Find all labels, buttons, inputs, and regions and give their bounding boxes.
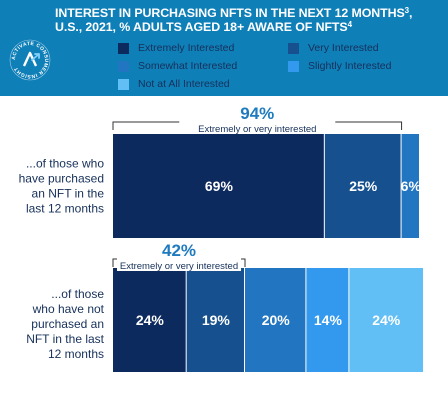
category-label: have purchased — [19, 172, 104, 186]
legend-item-not-at-all-interested: Not at All Interested — [118, 76, 230, 92]
annotation-background — [179, 104, 336, 134]
legend-item-extremely-interested: Extremely Interested — [118, 40, 234, 56]
legend-label: Not at All Interested — [138, 78, 230, 90]
legend-swatch — [118, 78, 129, 90]
svg-text:ACTIVATE CONSUMER INSIGHT: ACTIVATE CONSUMER INSIGHT — [11, 41, 49, 79]
category-label: who have not — [32, 302, 105, 316]
category-label: ...of those who — [26, 157, 104, 171]
legend-label: Slightly Interested — [308, 60, 392, 72]
category-label: an NFT in the — [32, 187, 105, 201]
bar-segment-extremely-interested — [113, 268, 186, 372]
bar-segment-extremely-interested — [113, 134, 324, 238]
legend-label: Extremely Interested — [138, 42, 235, 54]
annotation-value: 42% — [162, 241, 196, 260]
annotation-background — [117, 241, 242, 271]
category-label: purchased an — [31, 317, 104, 331]
category-label: 12 months — [48, 347, 104, 361]
bar-segment-very-interested — [324, 134, 401, 238]
data-label: 14% — [314, 312, 343, 328]
data-label: 24% — [372, 312, 401, 328]
chart-title: INTEREST IN PURCHASING NFTS IN THE NEXT … — [55, 6, 413, 34]
data-label: 19% — [202, 312, 231, 328]
annotation-text: Extremely or very interested — [120, 261, 238, 272]
legend-swatch — [288, 42, 299, 54]
bar-segment-somewhat-interested — [245, 268, 306, 372]
annotation-value: 94% — [240, 104, 274, 123]
legend-label: Somewhat Interested — [138, 60, 238, 72]
category-label: ...of those — [51, 287, 104, 301]
data-label: 6% — [401, 178, 422, 194]
data-label: 25% — [349, 178, 378, 194]
bar-segment-not-at-all-interested — [349, 268, 424, 372]
legend-item-somewhat-interested: Somewhat Interested — [118, 58, 237, 74]
data-label: 24% — [136, 312, 165, 328]
category-label: last 12 months — [26, 202, 104, 216]
legend-label: Very Interested — [308, 42, 379, 54]
legend-swatch — [288, 60, 299, 72]
legend-swatch — [118, 42, 129, 54]
bar-segment-somewhat-interested — [401, 134, 419, 238]
annotation-text: Extremely or very interested — [198, 124, 316, 135]
activate-consumer-insight-logo: ACTIVATE CONSUMER INSIGHT — [8, 38, 52, 82]
chart-legend: Extremely Interested Very Interested Som… — [118, 40, 438, 92]
stacked-bar-chart: 69% 25% 6% ...of those who have purchased an … — [0, 96, 448, 406]
legend-item-very-interested: Very Interested — [288, 40, 379, 56]
title-banner: ACTIVATE CONSUMER INSIGHT INTEREST IN PU… — [0, 0, 448, 96]
legend-item-slightly-interested: Slightly Interested — [288, 58, 391, 74]
data-label: 20% — [262, 312, 291, 328]
legend-swatch — [118, 60, 129, 72]
bar-segment-slightly-interested — [306, 268, 349, 372]
bar-segment-very-interested — [186, 268, 245, 372]
category-label: NFT in the last — [26, 332, 104, 346]
data-label: 69% — [205, 178, 234, 194]
